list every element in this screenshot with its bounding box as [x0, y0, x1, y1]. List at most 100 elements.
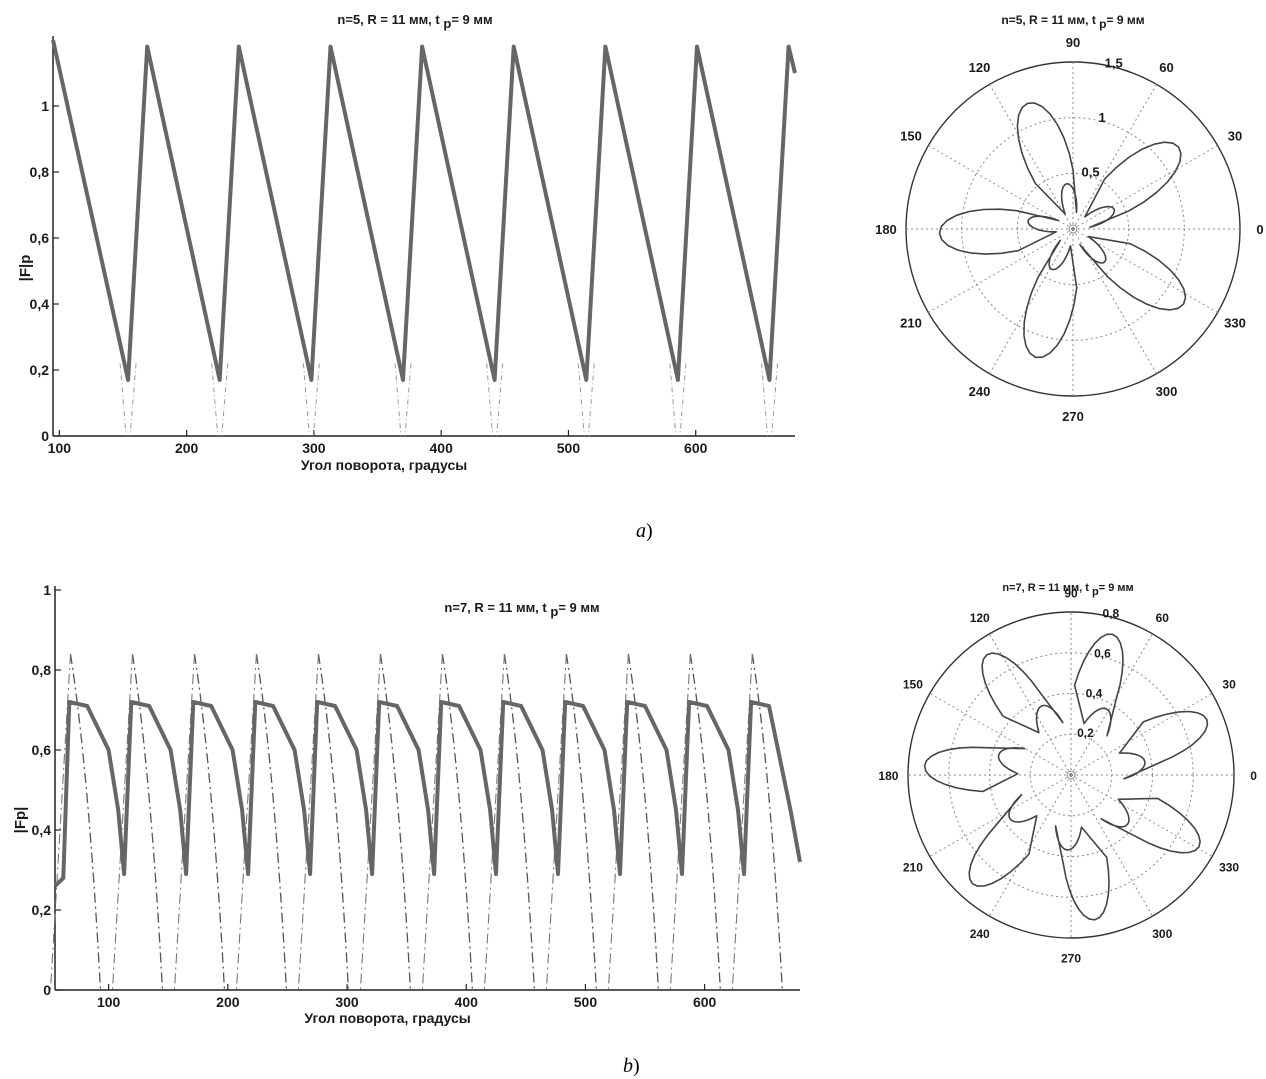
b-polar-spoke: [929, 774, 1072, 857]
b-line-dashdot-curve: [565, 653, 598, 991]
b-polar-angle-label: 30: [1222, 678, 1236, 692]
b-line-ylabel: |Fp|: [12, 807, 29, 834]
b-line-dashdot-curve: [379, 653, 412, 991]
a-polar-spoke: [1072, 84, 1157, 230]
a-polar-angle-label: 120: [969, 60, 991, 75]
b-line-dashdot-line: [669, 653, 691, 991]
a-line-ytick-label: 0,6: [30, 230, 50, 246]
b-polar-spoke: [1070, 774, 1213, 857]
a-polar-blade: [1016, 102, 1078, 215]
b-polar-spoke: [989, 633, 1072, 776]
b-polar-spoke: [1070, 633, 1153, 776]
b-polar-angle-label: 210: [903, 860, 923, 874]
a-polar-spoke: [1072, 145, 1218, 230]
b-polar-angle-label: 60: [1156, 611, 1170, 625]
b-polar-title: n=7, R = 11 мм, t p= 9 мм: [1002, 582, 1133, 598]
a-polar-angle-label: 0: [1256, 222, 1263, 237]
a-line-ytick-label: 0,4: [30, 296, 50, 312]
b-line-dashdot-line: [297, 653, 319, 991]
b-line-dashdot-line: [359, 653, 381, 991]
a-polar-angle-label: 270: [1062, 409, 1084, 424]
a-polar-blade: [1084, 141, 1182, 228]
b-line-dashdot-curve: [317, 653, 350, 991]
a-line-title: n=5, R = 11 мм, t p= 9 мм: [337, 12, 492, 31]
a-polar-center-mark: [1068, 224, 1078, 234]
a-polar-spoke: [928, 145, 1074, 230]
a-line-dashdot-line: [119, 363, 127, 437]
b-line-dashdot-curve: [627, 653, 660, 991]
a-polar-radial-label: 0,5: [1082, 165, 1100, 180]
b-line-dashdot-line: [731, 653, 753, 991]
a-line-dashdot-line: [221, 363, 229, 437]
a-polar-blade: [1023, 239, 1078, 359]
a-line-dashdot-line: [577, 363, 585, 437]
b-line-xtick-label: 100: [97, 994, 121, 1010]
a-polar-radial-label: 1,5: [1105, 56, 1123, 71]
a-polar-blade: [938, 208, 1059, 255]
a-line-dashdot-line: [679, 363, 687, 437]
b-polar-blade: [981, 652, 1064, 734]
a-polar-angle-label: 90: [1066, 35, 1080, 50]
a-polar-angle-label: 210: [900, 316, 922, 331]
b-line-series-line: [53, 700, 802, 888]
b-polar-blade: [968, 793, 1038, 887]
a-line-xtick-label: 200: [175, 440, 199, 456]
b-polar-angle-label: 150: [903, 678, 923, 692]
b-line-xtick-label: 200: [216, 994, 240, 1010]
b-line-dashdot-curve: [255, 653, 288, 991]
b-line-title: n=7, R = 11 мм, t p= 9 мм: [444, 600, 599, 619]
a-line-dashdot-line: [761, 363, 769, 437]
b-polar-radial-label: 0,4: [1086, 686, 1103, 700]
b-line-ytick-label: 1: [43, 582, 51, 598]
b-line-dashdot-curve: [503, 653, 536, 991]
a-polar-title: n=5, R = 11 мм, t p= 9 мм: [1001, 13, 1144, 31]
a-polar-blade: [1079, 235, 1187, 311]
b-line-dashdot-line: [49, 653, 72, 991]
b-polar-spoke: [1070, 774, 1153, 917]
b-polar-radial-label: 0,6: [1094, 646, 1111, 660]
a-line-dashdot-line: [496, 363, 504, 437]
b-polar-blade: [1118, 710, 1209, 780]
a-line-xlabel: Угол поворота, градусы: [301, 457, 467, 473]
a-line-series-line: [51, 39, 797, 382]
b-line-ytick-label: 0: [43, 982, 51, 998]
a-polar-radial-label: 1: [1099, 110, 1106, 125]
b-line-xtick-label: 600: [693, 994, 717, 1010]
b-polar-blade: [1100, 797, 1201, 854]
b-polar-radial-label: 0,8: [1103, 607, 1120, 621]
a-polar-spoke: [928, 228, 1074, 313]
b-polar-angle-label: 0: [1250, 769, 1257, 783]
b-line-dashdot-curve: [441, 653, 474, 991]
b-line-ytick-label: 0,4: [32, 822, 52, 838]
a-line-dashdot-line: [129, 363, 137, 437]
b-polar-grid-circle: [907, 611, 1235, 939]
b-line-dashdot-line: [545, 653, 567, 991]
a-polar-angle-label: 180: [875, 222, 897, 237]
b-polar-center-mark: [1066, 770, 1076, 780]
b-line-ytick-label: 0,6: [32, 742, 52, 758]
a-polar-angle-label: 150: [900, 128, 922, 143]
b-line-dashdot-line: [421, 653, 443, 991]
b-polar-grid-circle: [948, 652, 1194, 898]
a-line-dashdot-line: [771, 363, 779, 437]
a-line-xtick-label: 500: [557, 440, 581, 456]
b-line-dashdot-curve: [689, 653, 721, 991]
a-line-xtick-label: 300: [302, 440, 326, 456]
b-line-ytick-label: 0,2: [32, 902, 52, 918]
b-line-ytick-label: 0,8: [32, 662, 52, 678]
b-polar-blade: [923, 746, 1026, 793]
b-line-dashdot-curve: [131, 653, 164, 991]
b-polar-radial-label: 0,2: [1077, 726, 1094, 740]
b-polar-angle-label: 330: [1219, 860, 1239, 874]
b-polar-angle-label: 240: [970, 927, 990, 941]
a-line-dashdot-line: [302, 363, 310, 437]
b-polar-spoke: [1070, 693, 1213, 776]
a-line-dashdot-line: [211, 363, 219, 437]
b-line-xtick-label: 400: [455, 994, 479, 1010]
b-polar-blade: [1073, 633, 1124, 737]
a-line-xtick-label: 600: [684, 440, 708, 456]
a-line-dashdot-line: [669, 363, 677, 437]
b-line-xtick-label: 500: [574, 994, 598, 1010]
a-polar-spoke: [989, 228, 1074, 374]
